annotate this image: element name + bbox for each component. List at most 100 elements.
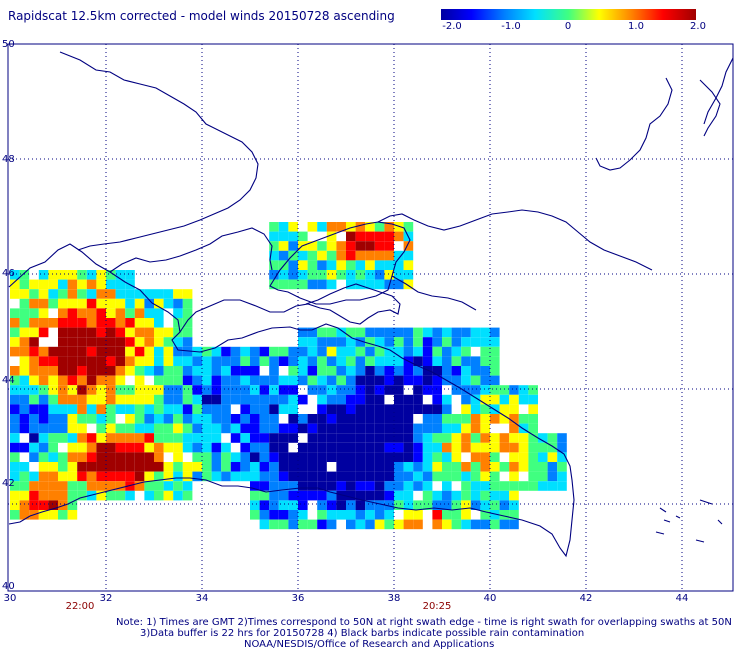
swath-cell [365, 490, 375, 501]
swath-cell [355, 270, 366, 280]
swath-cell [288, 270, 298, 280]
swath-cell [19, 308, 30, 318]
swath-cell [221, 471, 231, 482]
swath-cell [461, 375, 471, 386]
swath-cell [432, 375, 442, 386]
swath-cell [451, 385, 462, 395]
swath-cell [336, 423, 346, 434]
swath-cell [269, 442, 279, 453]
swath-cell [403, 375, 414, 386]
swath-cell [326, 241, 337, 251]
swath-cell [442, 394, 452, 405]
swath-cell [528, 404, 538, 414]
swath-cell [67, 481, 78, 491]
swath-cell [259, 385, 270, 395]
swath-cell [307, 433, 318, 443]
swath-cell [461, 385, 471, 395]
swath-cell [58, 318, 68, 328]
swath-cell [10, 394, 20, 405]
swath-cell [58, 308, 68, 318]
swath-cell [490, 356, 500, 366]
swath-cell [499, 500, 510, 510]
swath-cell [10, 452, 20, 462]
swath-cell [48, 366, 58, 376]
swath-cell [134, 298, 145, 309]
swath-cell [307, 270, 318, 280]
swath-cell [38, 510, 49, 520]
swath-cell [442, 442, 452, 453]
swath-cell [163, 414, 174, 424]
swath-cell [58, 433, 68, 443]
swath-cell [106, 366, 116, 376]
swath-cell [259, 519, 270, 530]
swath-cell [192, 375, 202, 386]
swath-cell [38, 366, 49, 376]
swath-cell [250, 414, 260, 424]
swath-cell [19, 471, 30, 482]
swath-cell [413, 394, 423, 405]
swath-cell [480, 442, 490, 453]
swath-cell [163, 490, 174, 501]
swath-cell [115, 327, 126, 338]
swath-cell [317, 222, 327, 232]
swath-cell [221, 414, 231, 424]
swath-cell [403, 471, 414, 482]
swath-cell [125, 452, 135, 462]
swath-cell [470, 337, 481, 347]
swath-cell [365, 394, 375, 405]
swath-cell [77, 404, 87, 414]
swath-cell [346, 385, 356, 395]
swath-cell [326, 250, 337, 261]
swath-cell [394, 404, 404, 414]
lon-label: 42 [579, 593, 593, 604]
swath-cell [67, 471, 78, 482]
swath-cell [365, 260, 375, 270]
swath-cell [307, 423, 318, 434]
swath-cell [461, 423, 471, 434]
swath-cell [336, 346, 346, 357]
swath-cell [470, 462, 481, 472]
swath-cell [221, 356, 231, 366]
swath-cell [547, 433, 558, 443]
swath-cell [125, 414, 135, 424]
swath-cell [58, 279, 68, 290]
swath-cell [394, 394, 404, 405]
swath-cell [326, 433, 337, 443]
swath-cell [374, 452, 385, 462]
swath-cell [29, 308, 39, 318]
swath-cell [480, 452, 490, 462]
map-frame [7, 43, 734, 592]
swath-cell [240, 462, 250, 472]
swath-cell [125, 318, 135, 328]
swath-cell [480, 423, 490, 434]
swath-cell [154, 394, 164, 405]
swath-cell [86, 471, 97, 482]
swath-cell [326, 337, 337, 347]
swath-cell [442, 327, 452, 338]
swath-cell [10, 366, 20, 376]
swath-cell [48, 414, 58, 424]
swath-cell [326, 442, 337, 453]
swath-cell [374, 404, 385, 414]
swath-cell [202, 375, 212, 386]
swath-cell [240, 471, 250, 482]
swath-cell [154, 318, 164, 328]
swath-cell [86, 308, 97, 318]
swath-cell [461, 356, 471, 366]
swath-cell [38, 442, 49, 453]
swath-cell [240, 356, 250, 366]
swath-cell [326, 490, 337, 501]
swath-cell [125, 337, 135, 347]
swath-cell [355, 433, 366, 443]
swath-cell [317, 442, 327, 453]
swath-cell [240, 404, 250, 414]
swath-cell [38, 404, 49, 414]
swath-cell [317, 519, 327, 530]
swath-cell [432, 366, 442, 376]
swath-cell [106, 442, 116, 453]
swath-cell [403, 452, 414, 462]
swath-cell [115, 404, 126, 414]
swath-cell [422, 366, 433, 376]
swath-cell [307, 327, 318, 338]
swath-cell [48, 490, 58, 501]
